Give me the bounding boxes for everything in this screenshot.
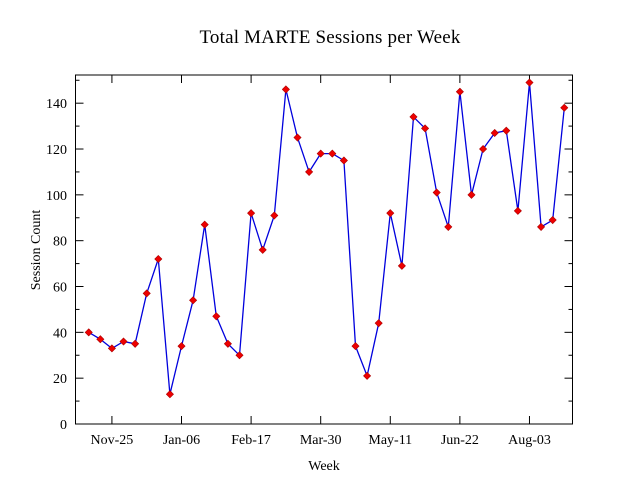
data-point-marker	[548, 216, 557, 225]
data-point-marker	[386, 209, 395, 218]
data-point-marker	[119, 337, 128, 346]
data-point-marker	[131, 339, 140, 348]
data-point-marker	[467, 190, 476, 199]
y-tick-label: 140	[46, 97, 67, 112]
x-axis-label: Week	[308, 459, 340, 474]
plot-frame	[75, 74, 573, 425]
data-point-marker	[328, 149, 337, 158]
data-point-marker	[351, 342, 360, 351]
x-tick-label: May-11	[368, 433, 412, 448]
data-point-marker	[258, 245, 267, 254]
data-point-marker	[247, 209, 256, 218]
data-point-marker	[421, 124, 430, 133]
data-point-marker	[502, 126, 511, 135]
data-point-marker	[560, 103, 569, 112]
y-tick-label: 20	[53, 372, 67, 387]
data-point-marker	[444, 222, 453, 231]
y-tick-label: 40	[53, 326, 67, 341]
data-point-marker	[200, 220, 209, 229]
data-point-marker	[270, 211, 279, 220]
data-point-marker	[293, 133, 302, 142]
data-point-marker	[409, 112, 418, 121]
data-point-marker	[397, 261, 406, 270]
data-point-marker	[142, 289, 151, 298]
data-point-marker	[107, 344, 116, 353]
data-point-marker	[537, 222, 546, 231]
y-tick-label: 120	[46, 143, 67, 158]
data-point-marker	[212, 312, 221, 321]
data-point-marker	[455, 87, 464, 96]
y-tick-label: 80	[53, 235, 67, 250]
x-tick-label: Feb-17	[231, 433, 271, 448]
data-point-marker	[305, 167, 314, 176]
data-point-marker	[479, 144, 488, 154]
data-point-marker	[490, 128, 499, 138]
y-tick-label: 100	[46, 189, 67, 204]
x-tick-label: Mar-30	[300, 433, 342, 448]
x-tick-label: Jun-22	[441, 433, 479, 448]
x-tick-label: Aug-03	[508, 433, 551, 448]
data-point-marker	[281, 85, 290, 94]
data-point-marker	[432, 188, 441, 197]
data-point-marker	[223, 339, 232, 348]
y-tick-label: 60	[53, 281, 67, 296]
data-point-marker	[84, 328, 93, 337]
data-point-marker	[235, 351, 244, 360]
data-point-marker	[189, 296, 198, 305]
data-point-marker	[513, 206, 522, 215]
y-tick-label: 0	[60, 418, 67, 433]
data-point-marker	[374, 319, 383, 328]
data-point-marker	[96, 335, 105, 344]
data-point-marker	[316, 149, 325, 158]
data-point-marker	[165, 390, 174, 399]
data-point-marker	[339, 156, 348, 165]
data-point-marker	[154, 254, 163, 264]
x-tick-label: Jan-06	[163, 433, 200, 448]
chart-title: Total MARTE Sessions per Week	[199, 27, 461, 48]
data-point-marker	[177, 342, 186, 351]
data-point-markers	[84, 78, 569, 399]
data-point-marker	[525, 78, 534, 87]
sessions-line	[88, 81, 565, 395]
data-point-marker	[363, 371, 372, 380]
x-tick-label: Nov-25	[91, 433, 134, 448]
